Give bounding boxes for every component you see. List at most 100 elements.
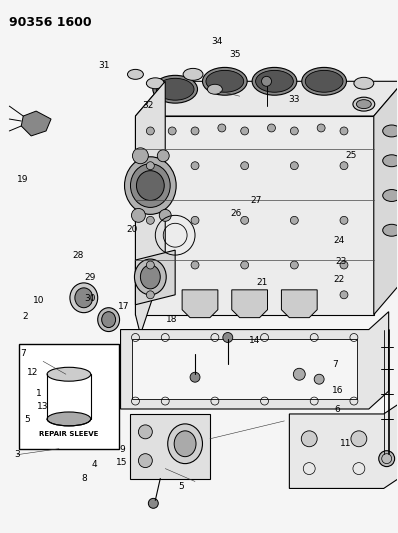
Text: 22: 22 [334, 275, 345, 284]
Circle shape [379, 451, 395, 466]
Circle shape [241, 261, 249, 269]
Text: 17: 17 [118, 302, 130, 311]
Circle shape [148, 498, 158, 508]
Ellipse shape [207, 84, 222, 94]
Text: 7: 7 [332, 360, 338, 369]
Circle shape [340, 261, 348, 269]
Ellipse shape [140, 265, 160, 289]
Ellipse shape [353, 97, 375, 111]
Text: 27: 27 [251, 196, 262, 205]
Circle shape [291, 216, 298, 224]
Circle shape [146, 291, 154, 299]
Polygon shape [232, 290, 267, 318]
Ellipse shape [305, 70, 343, 92]
Ellipse shape [168, 424, 203, 464]
Circle shape [340, 291, 348, 299]
Ellipse shape [146, 78, 164, 89]
Text: 5: 5 [178, 482, 184, 491]
Bar [19, 344, 119, 449]
Circle shape [191, 127, 199, 135]
Ellipse shape [75, 288, 93, 308]
Polygon shape [21, 111, 51, 136]
Polygon shape [133, 340, 357, 399]
Text: 14: 14 [249, 336, 260, 345]
Circle shape [157, 150, 169, 161]
Ellipse shape [101, 312, 115, 328]
Text: 6: 6 [334, 405, 340, 414]
Bar [131, 414, 210, 479]
Polygon shape [135, 116, 374, 314]
Text: 8: 8 [82, 474, 87, 483]
Ellipse shape [383, 125, 398, 137]
Ellipse shape [252, 67, 297, 95]
Circle shape [241, 161, 249, 169]
Ellipse shape [127, 69, 143, 79]
Text: 12: 12 [27, 368, 39, 377]
Polygon shape [121, 312, 389, 409]
Circle shape [146, 216, 154, 224]
Ellipse shape [125, 157, 176, 214]
Text: 4: 4 [92, 461, 97, 470]
Circle shape [191, 216, 199, 224]
Polygon shape [182, 290, 218, 318]
Text: 25: 25 [345, 151, 357, 160]
Polygon shape [289, 404, 398, 488]
Circle shape [191, 261, 199, 269]
Circle shape [340, 127, 348, 135]
Circle shape [241, 291, 249, 299]
Text: 21: 21 [257, 278, 268, 287]
Text: 10: 10 [33, 296, 45, 305]
Text: 90356 1600: 90356 1600 [9, 16, 92, 29]
Circle shape [340, 216, 348, 224]
Text: 1: 1 [36, 389, 42, 398]
Circle shape [291, 261, 298, 269]
Circle shape [131, 208, 145, 222]
Text: 16: 16 [332, 386, 343, 395]
Circle shape [218, 124, 226, 132]
Circle shape [190, 372, 200, 382]
Text: 3: 3 [14, 450, 20, 459]
Ellipse shape [302, 67, 347, 95]
Text: 20: 20 [126, 225, 137, 234]
Circle shape [301, 431, 317, 447]
Text: 13: 13 [37, 402, 49, 411]
Text: 15: 15 [116, 458, 128, 467]
Polygon shape [281, 290, 317, 318]
Circle shape [317, 124, 325, 132]
Circle shape [133, 148, 148, 164]
Ellipse shape [203, 67, 247, 95]
Circle shape [191, 291, 199, 299]
Circle shape [291, 161, 298, 169]
Text: 29: 29 [85, 272, 96, 281]
Text: 24: 24 [334, 236, 345, 245]
Circle shape [340, 161, 348, 169]
Text: 18: 18 [166, 315, 177, 324]
Text: REPAIR SLEEVE: REPAIR SLEEVE [39, 431, 99, 437]
Text: 34: 34 [211, 37, 222, 46]
Polygon shape [374, 82, 398, 314]
Circle shape [191, 161, 199, 169]
Polygon shape [135, 250, 175, 305]
Circle shape [168, 127, 176, 135]
Circle shape [314, 374, 324, 384]
Ellipse shape [256, 70, 293, 92]
Text: 26: 26 [231, 209, 242, 218]
Text: 35: 35 [229, 50, 240, 59]
Ellipse shape [383, 224, 398, 236]
Text: 2: 2 [22, 312, 28, 321]
Circle shape [267, 124, 275, 132]
Circle shape [291, 127, 298, 135]
Ellipse shape [47, 367, 91, 381]
Ellipse shape [156, 78, 194, 100]
Text: 32: 32 [142, 101, 153, 110]
Circle shape [139, 454, 152, 467]
Text: 7: 7 [20, 349, 26, 358]
Polygon shape [135, 82, 165, 335]
Ellipse shape [153, 75, 197, 103]
Text: 11: 11 [339, 439, 351, 448]
Circle shape [159, 209, 171, 221]
Text: 31: 31 [98, 61, 110, 70]
Ellipse shape [206, 70, 244, 92]
Text: 23: 23 [336, 257, 347, 266]
Ellipse shape [131, 164, 170, 207]
